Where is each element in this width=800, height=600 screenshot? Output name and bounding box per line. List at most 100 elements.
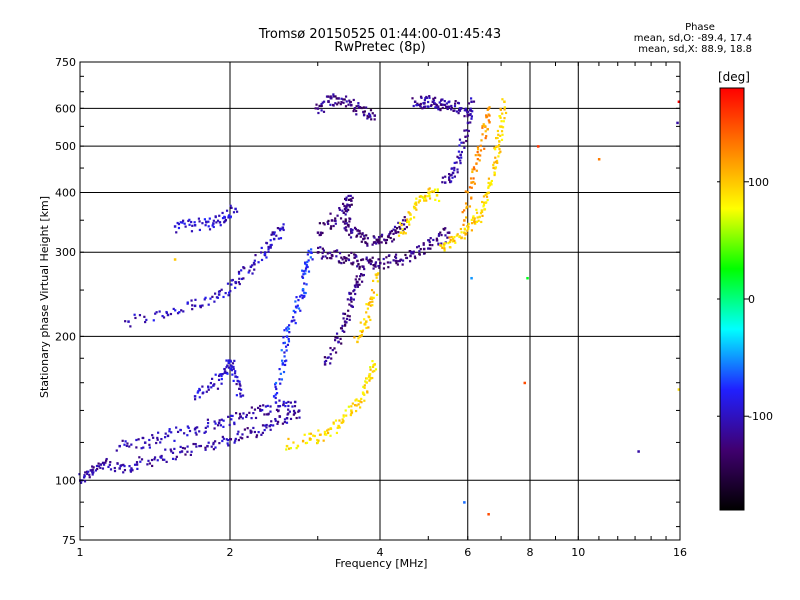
data-point <box>385 256 388 259</box>
data-point <box>445 102 448 105</box>
data-point <box>493 146 496 150</box>
data-point <box>207 388 210 391</box>
data-point <box>441 106 444 110</box>
data-point <box>359 334 362 338</box>
data-point <box>467 102 471 105</box>
data-point <box>198 430 201 433</box>
data-point <box>403 216 406 219</box>
data-point <box>424 194 427 198</box>
data-point <box>237 380 240 383</box>
data-point <box>320 257 324 260</box>
data-point <box>224 370 227 373</box>
data-point <box>345 321 348 324</box>
data-point <box>340 421 343 424</box>
data-point <box>201 392 204 395</box>
data-point <box>220 418 223 421</box>
data-point <box>234 375 237 378</box>
data-point <box>463 129 466 132</box>
data-point <box>317 246 320 250</box>
data-point <box>391 240 394 243</box>
data-point <box>338 252 342 255</box>
data-point <box>316 441 319 444</box>
data-point <box>297 409 301 412</box>
data-point <box>184 225 187 228</box>
data-point <box>409 213 412 216</box>
data-point <box>363 267 366 271</box>
data-point <box>439 231 442 234</box>
data-point <box>368 114 372 117</box>
data-point <box>342 317 345 320</box>
y-tick-label: 750 <box>55 56 76 69</box>
data-point <box>356 265 359 268</box>
data-point <box>339 327 343 330</box>
data-point <box>431 100 435 104</box>
data-point <box>274 385 277 389</box>
y-tick-label: 600 <box>55 102 76 115</box>
data-point <box>453 175 457 178</box>
phase-stats-heading: Phase <box>685 22 715 33</box>
data-point <box>203 298 206 301</box>
data-point <box>428 240 431 244</box>
data-point <box>356 229 359 232</box>
data-point <box>489 181 492 184</box>
data-point <box>129 469 132 472</box>
data-point <box>230 365 234 368</box>
data-point <box>459 153 462 157</box>
data-point <box>365 106 368 109</box>
data-point <box>343 312 347 316</box>
data-point <box>237 281 240 284</box>
data-point <box>355 105 358 108</box>
data-point <box>329 362 332 365</box>
data-point <box>401 228 404 231</box>
data-point <box>417 103 421 106</box>
data-point <box>476 216 479 219</box>
data-point <box>428 95 431 98</box>
data-point <box>295 306 298 309</box>
data-point <box>329 434 332 437</box>
data-point <box>377 235 381 239</box>
data-point <box>450 235 453 239</box>
data-point <box>282 223 285 226</box>
data-point <box>413 100 417 104</box>
data-point <box>226 439 230 442</box>
data-point <box>285 444 289 448</box>
data-point <box>348 99 351 102</box>
data-point <box>301 440 305 443</box>
data-point <box>116 462 119 465</box>
data-point <box>315 103 318 106</box>
data-point <box>399 231 403 234</box>
data-point <box>228 423 231 427</box>
data-point <box>456 168 459 171</box>
data-point <box>369 301 372 304</box>
data-point <box>474 154 477 157</box>
data-point <box>456 171 459 174</box>
data-point <box>345 198 348 202</box>
data-point <box>467 222 470 226</box>
data-point <box>288 410 291 413</box>
data-point <box>345 100 348 103</box>
outlier-point <box>637 450 640 453</box>
data-point <box>483 208 487 211</box>
data-point <box>427 239 430 242</box>
data-point <box>475 169 478 172</box>
data-point <box>205 221 208 224</box>
colorbar: 100 0 -100 <box>717 87 773 511</box>
data-point <box>360 258 363 262</box>
data-point <box>357 104 360 107</box>
data-point <box>394 229 397 232</box>
data-point <box>198 444 201 448</box>
data-point <box>279 237 283 240</box>
data-point <box>352 109 355 113</box>
data-point <box>373 114 377 117</box>
data-point <box>410 250 413 254</box>
data-point <box>170 450 173 453</box>
data-point <box>212 384 215 387</box>
data-point <box>233 441 236 444</box>
data-point <box>493 172 497 175</box>
data-point <box>456 233 459 236</box>
data-point <box>330 219 334 222</box>
data-point <box>350 103 353 107</box>
data-point <box>329 103 332 106</box>
data-point <box>227 359 230 362</box>
data-point <box>480 139 483 142</box>
